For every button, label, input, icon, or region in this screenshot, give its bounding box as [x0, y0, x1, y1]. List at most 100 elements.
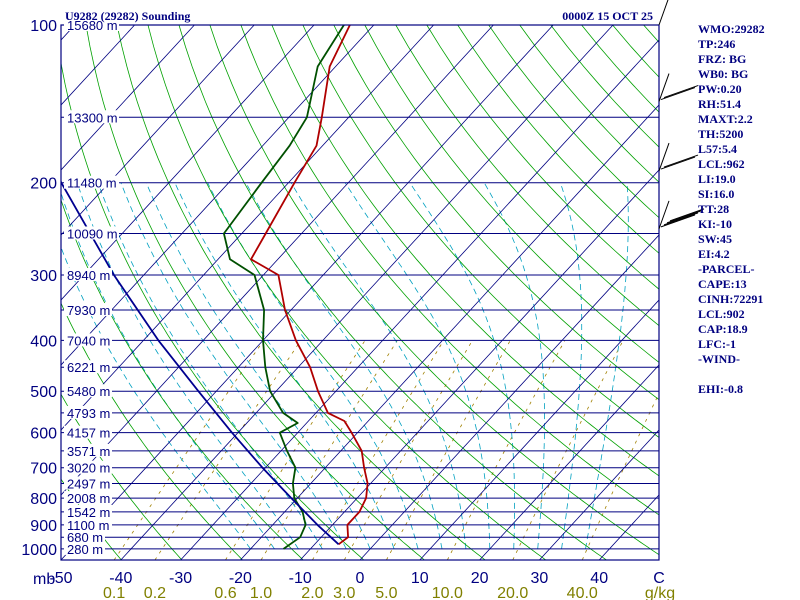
height-label-bg-550: [64, 405, 112, 419]
index-item: -PARCEL-: [698, 262, 755, 276]
pressure-label-600: 600: [30, 426, 57, 443]
pressure-label-400: 400: [30, 333, 57, 350]
index-item: PW:0.20: [698, 82, 742, 96]
pressure-label-300: 300: [30, 268, 57, 285]
isotherm--30: [180, 39, 659, 560]
height-label-bg-700: [64, 460, 112, 474]
height-label-850: 1542 m: [67, 505, 110, 520]
dry-adiabat-280: [85, 25, 425, 560]
pressure-unit-label: mb: [33, 571, 55, 588]
temperature-axis-labels: -50 -40 -30 -20 -10 0 10 20 30 40 C: [49, 570, 664, 587]
dry-adiabat-300: [147, 25, 546, 560]
isotherm--80: [61, 25, 375, 366]
isotherm-10: [419, 299, 659, 560]
mixing-ratio-label-2: 0.6: [214, 585, 236, 600]
height-label-bg-650: [64, 443, 112, 457]
height-labels: 15680 m 13300 m 11480 m 10090 m 8940 m 7930 m…: [64, 18, 119, 557]
valid-time: 0000Z 15 OCT 25: [562, 9, 653, 23]
height-label-300: 8940 m: [67, 268, 110, 283]
isotherm--100: [61, 25, 255, 236]
index-item: RH:51.4: [698, 97, 741, 111]
pressure-label-200: 200: [30, 176, 57, 193]
height-label-100: 15680 m: [67, 18, 118, 33]
pressure-label-100: 100: [30, 18, 57, 35]
mixing-ratio-label-0: 0.1: [103, 585, 125, 600]
height-label-bg-450: [64, 360, 112, 374]
dry-adiabat-330: [240, 25, 659, 516]
chart-title: U9282 (29282) Sounding: [65, 9, 190, 23]
pressure-label-900: 900: [30, 518, 57, 535]
dry-adiabat-380: [395, 25, 659, 327]
height-label-500: 5480 m: [67, 384, 110, 399]
dry-adiabat-290: [116, 25, 486, 560]
dry-adiabat-370: [364, 25, 659, 363]
index-item: SW:45: [698, 232, 733, 246]
height-label-bg-850: [64, 504, 112, 518]
moist-adiabat-28: [483, 182, 545, 549]
index-item: [698, 367, 798, 382]
pressure-label-700: 700: [30, 461, 57, 478]
isotherm--20: [240, 104, 659, 560]
height-label-bg-300: [64, 267, 112, 281]
height-label-bg-950: [64, 530, 105, 544]
height-label-600: 4157 m: [67, 426, 110, 441]
index-item: LFC:-1: [698, 337, 736, 351]
temperature-label--40: -40: [109, 570, 132, 587]
moist-adiabat-32: [559, 182, 583, 549]
temperature-label-30: 30: [531, 570, 549, 587]
temperature-profile-line: [250, 25, 369, 546]
isotherm--50: [61, 25, 554, 560]
mixing-ratio-line-1: [260, 340, 398, 560]
mixing-ratio-label-4: 2.0: [301, 585, 323, 600]
mixing-ratio-label-7: 10.0: [432, 585, 463, 600]
index-item: CINH:72291: [698, 292, 764, 306]
pressure-label-800: 800: [30, 491, 57, 508]
mixing-ratio-line-3: [343, 340, 473, 560]
moist-adiabat-8: [207, 182, 419, 550]
isotherm--40: [120, 25, 614, 560]
height-label-bg-500: [64, 384, 112, 398]
height-label-bg-150: [64, 110, 119, 124]
wind-barb-staff-190: [658, 142, 670, 172]
dry-adiabat-250: [61, 302, 243, 560]
index-item: KI:-10: [698, 217, 732, 231]
dry-adiabat-270: [61, 60, 365, 560]
mixing-ratio-labels: 0.1 0.2 0.6 1.0 2.0 3.0 5.0 10.0 20.0 40.0 g/kg: [103, 585, 675, 600]
temperature-label-40: 40: [590, 570, 608, 587]
height-label-550: 4793 m: [67, 406, 110, 421]
wind-barb-staff-245: [658, 200, 670, 230]
wind-barb-staff-100: [658, 0, 669, 26]
height-label-900: 1100 m: [67, 518, 109, 533]
index-item: TT:28: [698, 202, 730, 216]
index-item: MAXT:2.2: [698, 112, 753, 126]
dry-adiabat-350: [302, 25, 659, 438]
wind-barb-staff-140: [658, 73, 670, 102]
mixing-ratio-label-10: g/kg: [645, 585, 675, 600]
dry-adiabat-340: [271, 25, 659, 477]
temperature-label--30: -30: [169, 570, 192, 587]
pressure-axis-labels: 100 200 300 400 500 600 700 800 900 1000: [21, 18, 57, 559]
mixing-ratio-label-3: 1.0: [250, 585, 272, 600]
height-label-bg-100: [64, 18, 119, 31]
mixing-ratio-label-5: 3.0: [333, 585, 355, 600]
height-label-200: 11480 m: [67, 176, 117, 191]
dry-adiabats: [61, 25, 659, 560]
height-label-350: 7930 m: [67, 303, 110, 318]
dry-adiabat-360: [333, 25, 659, 401]
isotherm-20: [479, 364, 659, 560]
height-label-bg-800: [64, 491, 112, 505]
wind-barb-feather-245-3: [669, 208, 705, 222]
height-label-bg-400: [64, 333, 112, 347]
index-item: EI:4.2: [698, 247, 730, 261]
mixing-ratio-line-10: [446, 340, 566, 560]
pressure-label-500: 500: [30, 384, 57, 401]
index-item: WB0: BG: [698, 67, 749, 81]
mixing-ratio-label-1: 0.2: [144, 585, 166, 600]
index-item: LCL:902: [698, 307, 745, 321]
index-item: EHI:-0.8: [698, 382, 743, 396]
mixing-ratio-line-20: [512, 340, 624, 560]
height-label-1000: 280 m: [67, 542, 103, 557]
height-label-400: 7040 m: [67, 333, 110, 348]
